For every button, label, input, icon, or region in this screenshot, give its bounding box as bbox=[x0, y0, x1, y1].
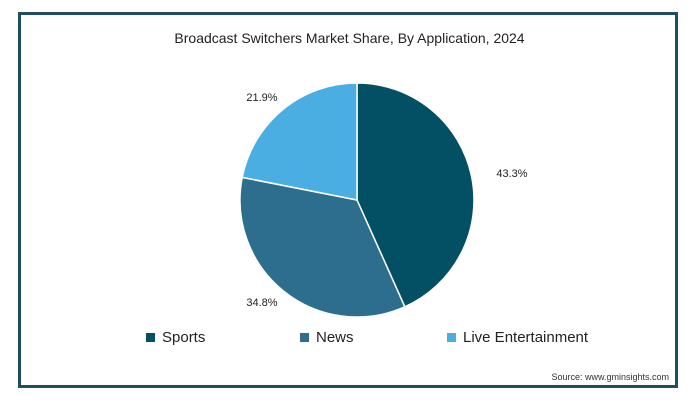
chart-title: Broadcast Switchers Market Share, By App… bbox=[174, 30, 525, 46]
legend-swatch-live-entertainment bbox=[447, 333, 456, 342]
data-label-live-entertainment: 21.9% bbox=[246, 92, 277, 104]
source-note: Source: www.gminsights.com bbox=[551, 372, 669, 382]
legend-item-sports: Sports bbox=[146, 329, 205, 346]
data-label-sports: 43.3% bbox=[496, 168, 527, 180]
legend-item-news: News bbox=[300, 329, 354, 346]
legend-label-sports: Sports bbox=[162, 329, 206, 346]
legend-label-news: News bbox=[316, 329, 354, 346]
pie-slice-live-entertainment bbox=[241, 82, 358, 201]
pie-slice-sports bbox=[356, 82, 475, 308]
data-label-news: 34.8% bbox=[246, 297, 277, 309]
legend-swatch-sports bbox=[146, 333, 155, 342]
pie-slice-news bbox=[239, 176, 406, 318]
legend-item-live-entertainment: Live Entertainment bbox=[447, 329, 588, 346]
legend-label-live-entertainment: Live Entertainment bbox=[463, 329, 589, 346]
legend-swatch-news bbox=[300, 333, 309, 342]
